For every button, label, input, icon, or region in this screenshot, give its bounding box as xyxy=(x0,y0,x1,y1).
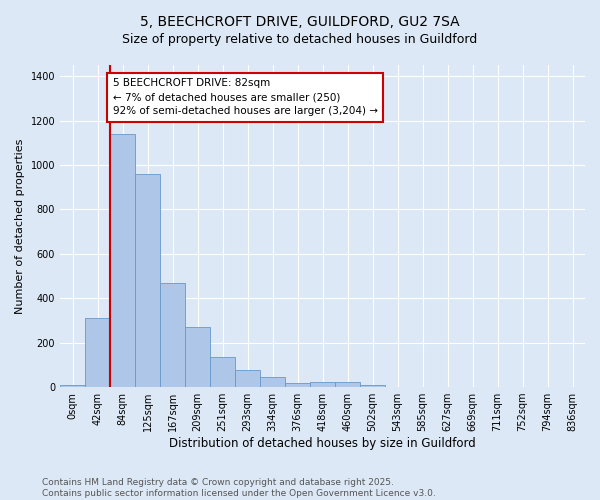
Bar xyxy=(160,282,185,387)
Bar xyxy=(135,174,160,387)
Bar xyxy=(260,377,285,387)
Bar xyxy=(185,327,210,387)
X-axis label: Distribution of detached houses by size in Guildford: Distribution of detached houses by size … xyxy=(169,437,476,450)
Bar xyxy=(210,357,235,387)
Bar xyxy=(310,382,335,387)
Bar xyxy=(285,382,310,387)
Y-axis label: Number of detached properties: Number of detached properties xyxy=(15,138,25,314)
Bar xyxy=(110,134,135,387)
Bar xyxy=(85,318,110,387)
Text: Size of property relative to detached houses in Guildford: Size of property relative to detached ho… xyxy=(122,32,478,46)
Bar xyxy=(360,385,385,387)
Bar xyxy=(335,382,360,387)
Text: 5, BEECHCROFT DRIVE, GUILDFORD, GU2 7SA: 5, BEECHCROFT DRIVE, GUILDFORD, GU2 7SA xyxy=(140,15,460,29)
Text: 5 BEECHCROFT DRIVE: 82sqm
← 7% of detached houses are smaller (250)
92% of semi-: 5 BEECHCROFT DRIVE: 82sqm ← 7% of detach… xyxy=(113,78,377,116)
Bar xyxy=(235,370,260,387)
Bar xyxy=(60,385,85,387)
Text: Contains HM Land Registry data © Crown copyright and database right 2025.
Contai: Contains HM Land Registry data © Crown c… xyxy=(42,478,436,498)
